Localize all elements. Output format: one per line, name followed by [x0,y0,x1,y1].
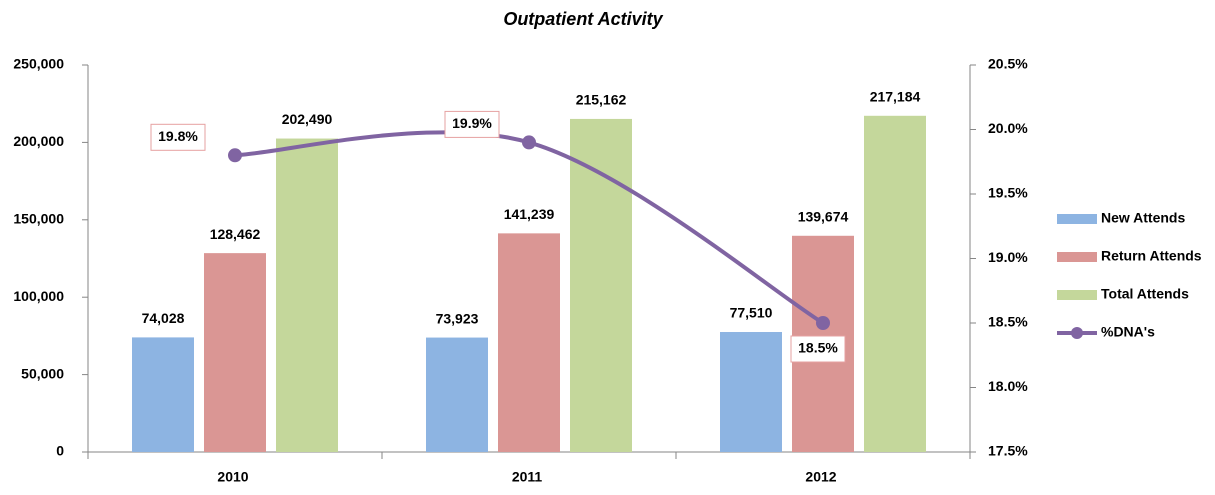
bar-value-label: 73,923 [436,310,479,326]
legend-label: %DNA's [1101,324,1155,340]
y2-tick-label: 20.5% [988,56,1028,72]
legend-label: Total Attends [1101,286,1189,302]
bar-value-label: 202,490 [282,111,333,127]
legend-swatch [1071,327,1083,339]
x-tick-label: 2012 [805,469,836,485]
y2-tick-label: 20.0% [988,120,1028,136]
y2-tick-label: 17.5% [988,443,1028,459]
line-marker [228,148,242,163]
x-tick-label: 2010 [217,469,248,485]
legend-label: Return Attends [1101,248,1202,264]
bar [570,118,632,452]
line-value-label: 19.9% [452,115,492,131]
bar-value-label: 217,184 [870,89,921,105]
line-marker [816,316,830,330]
line-marker [522,135,536,150]
y-tick-label: 0 [56,443,64,459]
bar [132,337,194,452]
bar-value-label: 77,510 [730,305,773,321]
y2-tick-label: 18.5% [988,314,1028,330]
value-label-box [150,123,206,151]
bar [720,332,782,452]
legend-swatch [1057,290,1097,300]
y2-tick-label: 19.5% [988,185,1028,201]
legend-swatch [1057,214,1097,224]
bar [498,233,560,452]
legend-label: New Attends [1101,210,1185,226]
value-label-box [790,335,846,363]
bar-value-label: 139,674 [798,208,849,224]
y2-tick-label: 18.0% [988,378,1028,394]
bar-value-label: 74,028 [142,310,185,326]
bar-value-label: 215,162 [576,92,627,108]
bar [276,138,338,453]
y-tick-label: 100,000 [13,288,64,304]
bar [204,253,266,452]
bar [426,337,488,452]
legend-swatch [1057,252,1097,262]
line-value-label: 18.5% [798,340,838,356]
bar [864,115,926,453]
bar-value-label: 141,239 [504,206,555,222]
chart-title: Outpatient Activity [503,9,663,29]
x-tick-label: 2011 [512,469,543,485]
bar-value-label: 128,462 [210,226,261,242]
y2-tick-label: 19.0% [988,249,1028,265]
y-tick-label: 150,000 [13,211,64,227]
line-value-label: 19.8% [158,128,198,144]
y-tick-label: 250,000 [13,56,64,72]
value-label-box [444,110,500,138]
y-tick-label: 200,000 [13,133,64,149]
y-tick-label: 50,000 [21,365,64,381]
